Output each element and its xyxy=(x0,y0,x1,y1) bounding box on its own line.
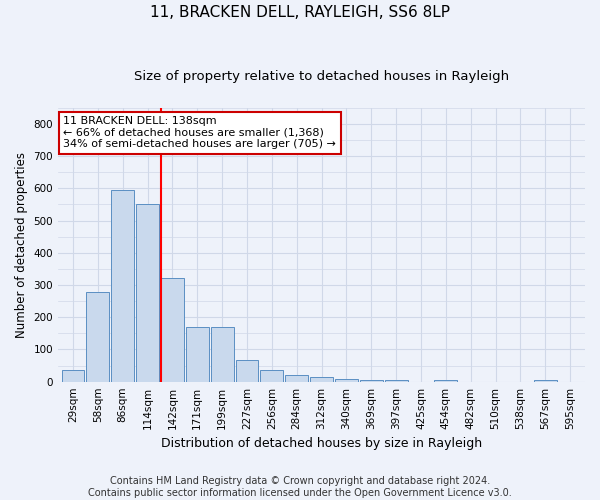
Text: 11, BRACKEN DELL, RAYLEIGH, SS6 8LP: 11, BRACKEN DELL, RAYLEIGH, SS6 8LP xyxy=(150,5,450,20)
Bar xyxy=(260,370,283,382)
Bar xyxy=(186,327,209,382)
X-axis label: Distribution of detached houses by size in Rayleigh: Distribution of detached houses by size … xyxy=(161,437,482,450)
Text: Contains HM Land Registry data © Crown copyright and database right 2024.
Contai: Contains HM Land Registry data © Crown c… xyxy=(88,476,512,498)
Title: Size of property relative to detached houses in Rayleigh: Size of property relative to detached ho… xyxy=(134,70,509,83)
Bar xyxy=(86,292,109,382)
Bar xyxy=(111,190,134,382)
Bar xyxy=(236,360,259,382)
Bar xyxy=(335,379,358,382)
Text: 11 BRACKEN DELL: 138sqm
← 66% of detached houses are smaller (1,368)
34% of semi: 11 BRACKEN DELL: 138sqm ← 66% of detache… xyxy=(64,116,336,149)
Bar xyxy=(161,278,184,382)
Bar xyxy=(385,380,407,382)
Bar xyxy=(285,375,308,382)
Bar xyxy=(62,370,85,382)
Bar xyxy=(434,380,457,382)
Bar xyxy=(136,204,159,382)
Bar xyxy=(310,377,333,382)
Bar xyxy=(534,380,557,382)
Y-axis label: Number of detached properties: Number of detached properties xyxy=(15,152,28,338)
Bar xyxy=(211,327,233,382)
Bar xyxy=(360,380,383,382)
